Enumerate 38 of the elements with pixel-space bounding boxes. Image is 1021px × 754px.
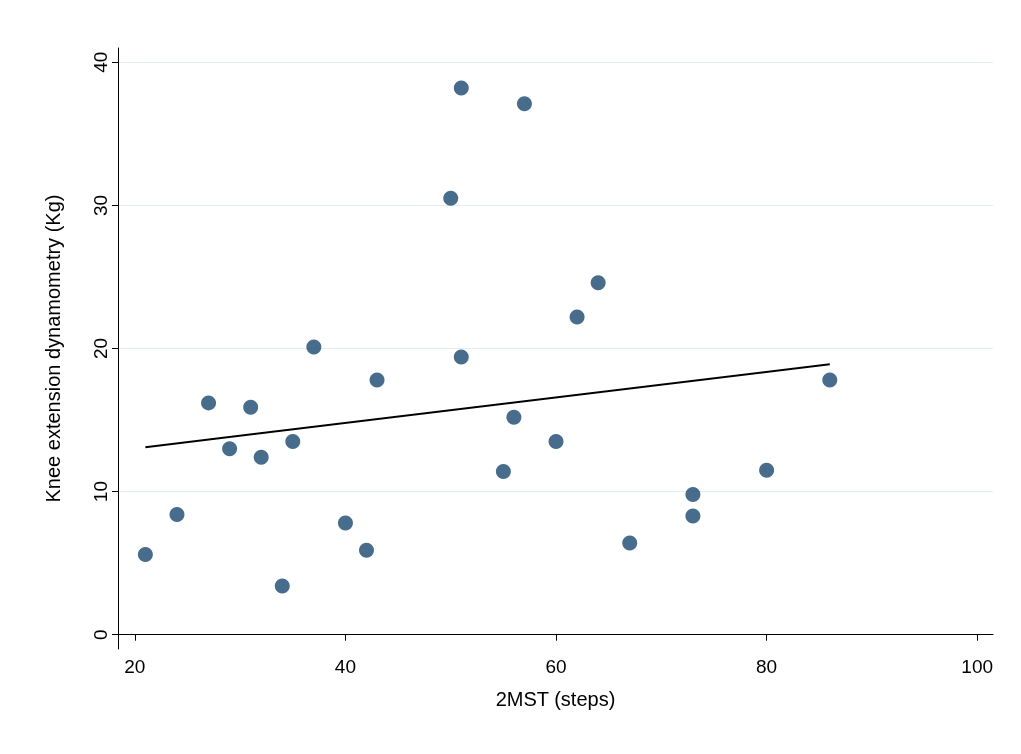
x-axis-title: 2MST (steps) [495,688,616,710]
point [569,309,585,325]
y-tick-label: 20 [90,337,111,360]
point [369,372,385,388]
x-tick-label: 20 [124,656,146,677]
y-tick-label: 40 [90,51,111,73]
point [169,506,185,522]
x-tick-label: 100 [961,656,994,677]
point [137,547,153,563]
point [253,449,269,465]
point [201,395,217,411]
point [453,349,469,365]
y-axis-title: Knee extension dynamometry (Kg) [42,194,64,503]
point [359,542,374,558]
point [243,399,259,415]
point [759,462,775,478]
point [306,339,322,355]
point [548,434,564,450]
y-tick-label: 30 [90,194,111,216]
point [685,508,701,524]
x-tick-label: 80 [756,656,778,677]
point [685,486,701,502]
point [590,275,606,291]
x-tick-label: 40 [334,656,357,677]
point [222,441,238,457]
point [516,96,532,112]
y-tick-label: 0 [90,629,111,640]
point [822,372,838,388]
point [285,434,301,450]
point [337,515,353,531]
point [495,464,511,480]
point [622,535,638,551]
y-tick-label: 10 [90,481,111,503]
point [274,578,290,594]
point [506,409,522,425]
point [443,190,459,206]
point [453,80,469,96]
x-tick-label: 60 [545,656,567,677]
